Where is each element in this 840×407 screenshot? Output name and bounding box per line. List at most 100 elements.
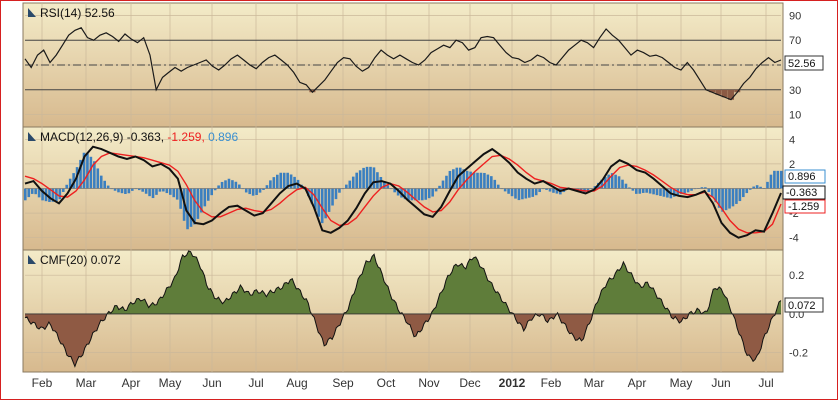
macd-y-tick-label: 4 <box>789 134 795 146</box>
macd-histogram-bar <box>168 188 172 195</box>
macd-histogram-bar <box>200 188 203 213</box>
macd-histogram-bar <box>279 172 283 189</box>
macd-histogram-bar <box>755 185 759 189</box>
macd-histogram-bar <box>293 176 296 189</box>
macd-histogram-bar <box>155 188 158 195</box>
x-tick-label: Nov <box>418 376 439 390</box>
macd-histogram-bar <box>213 188 217 191</box>
macd-histogram-tag: 0.896 <box>784 169 826 184</box>
macd-histogram-bar <box>224 180 227 189</box>
macd-histogram-bar <box>210 188 214 196</box>
macd-histogram-bar <box>24 188 27 201</box>
x-tick-label: Jun <box>711 376 730 390</box>
macd-histogram-bar <box>272 177 276 189</box>
svg-text:-0.363: -0.363 <box>786 187 817 199</box>
macd-histogram-bar <box>614 174 617 189</box>
macd-histogram-bar <box>659 188 662 196</box>
macd-histogram-bar <box>313 188 317 211</box>
macd-histogram-bar <box>748 188 752 190</box>
macd-histogram-bar <box>490 176 493 189</box>
macd-histogram-bar <box>231 180 234 189</box>
macd-histogram-bar <box>448 170 452 189</box>
grid-layer <box>25 3 781 372</box>
macd-histogram-bar <box>151 188 155 199</box>
macd-histogram-bar <box>99 175 103 189</box>
svg-text:0.896: 0.896 <box>788 171 816 183</box>
macd-histogram-bar <box>334 188 338 200</box>
collapse-triangle-icon[interactable] <box>28 255 36 264</box>
macd-histogram-bar <box>369 166 372 189</box>
macd-histogram-bar <box>27 188 31 198</box>
macd-histogram-bar <box>652 188 655 195</box>
macd-histogram-bar <box>58 188 62 200</box>
x-tick-label: Sep <box>332 376 354 390</box>
macd-histogram-bar <box>255 188 258 196</box>
rsi-y-tick-label: 30 <box>789 85 801 97</box>
tick-labels: Feb Mar Apr May Jun Jul Aug Sep Oct Nov Dec 2012 Feb… <box>32 10 808 390</box>
macd-histogram-bar <box>427 188 431 199</box>
macd-histogram-bar <box>186 188 189 230</box>
macd-histogram-bar <box>434 188 438 192</box>
rsi-label: RSI(14) 52.56 <box>40 6 115 20</box>
macd-histogram-bar <box>41 188 44 201</box>
macd-histogram-bar <box>538 188 541 193</box>
macd-histogram-bar <box>773 170 776 189</box>
macd-histogram-bar <box>362 167 365 189</box>
macd-histogram-bar <box>217 185 220 189</box>
macd-histogram-bar <box>648 188 652 194</box>
macd-histogram-bar <box>517 188 521 201</box>
macd-histogram-bar <box>458 167 462 189</box>
macd-histogram-bar <box>638 188 642 194</box>
macd-histogram-bar <box>162 188 165 192</box>
macd-histogram-bar <box>631 188 635 191</box>
macd-histogram-bar <box>276 174 279 189</box>
macd-histogram-bar <box>348 180 352 189</box>
rsi-value-tag: 52.56 <box>784 55 824 71</box>
macd-histogram-bar <box>707 188 711 193</box>
macd-histogram-bar <box>238 184 241 189</box>
macd-histogram-bar <box>282 172 286 189</box>
macd-histogram-bar <box>324 188 327 219</box>
macd-histogram-bar <box>351 176 355 189</box>
collapse-triangle-icon[interactable] <box>28 132 36 141</box>
macd-histogram-bar <box>131 188 134 191</box>
macd-histogram-bar <box>68 178 72 189</box>
macd-histogram-bar <box>731 188 735 207</box>
macd-histogram-bar <box>386 185 390 189</box>
macd-histogram-bar <box>310 188 314 204</box>
macd-histogram-bar <box>414 188 417 201</box>
macd-histogram-bar <box>752 186 755 189</box>
x-tick-label: Jul <box>758 376 773 390</box>
collapse-triangle-icon[interactable] <box>28 8 36 17</box>
macd-histogram-bar <box>220 181 224 189</box>
cmf-value-tag: 0.072 <box>784 297 824 313</box>
macd-histogram-bar <box>510 188 514 197</box>
macd-histogram-bar <box>780 170 783 189</box>
macd-histogram-bar <box>65 184 69 189</box>
macd-histogram-bar <box>496 184 500 189</box>
macd-histogram-bar <box>372 167 376 189</box>
macd-histogram-bar <box>610 173 614 189</box>
macd-line-tag: -0.363 <box>782 185 826 200</box>
macd-plot <box>24 145 783 239</box>
x-tick-label: Mar <box>584 376 605 390</box>
rsi-y-tick-label: 90 <box>789 10 801 22</box>
macd-histogram-bar <box>79 159 82 189</box>
rsi-y-tick-label: 10 <box>789 110 801 122</box>
macd-histogram-bar <box>227 178 231 189</box>
macd-histogram-bar <box>662 188 666 197</box>
cmf-y-tick-label: 0.2 <box>789 270 804 282</box>
macd-histogram-bar <box>355 172 358 189</box>
macd-histogram-bar <box>158 188 162 192</box>
macd-histogram-bar <box>617 176 621 189</box>
rsi-line <box>24 27 782 101</box>
x-tick-label: Dec <box>459 376 480 390</box>
macd-histogram-bar <box>714 188 718 203</box>
macd-histogram-bar <box>700 187 704 189</box>
macd-histogram-bar <box>469 171 472 189</box>
macd-histogram-bar <box>776 170 780 189</box>
macd-histogram-bar <box>61 188 65 192</box>
macd-histogram-bar <box>769 174 773 189</box>
svg-text:0.072: 0.072 <box>788 300 816 312</box>
